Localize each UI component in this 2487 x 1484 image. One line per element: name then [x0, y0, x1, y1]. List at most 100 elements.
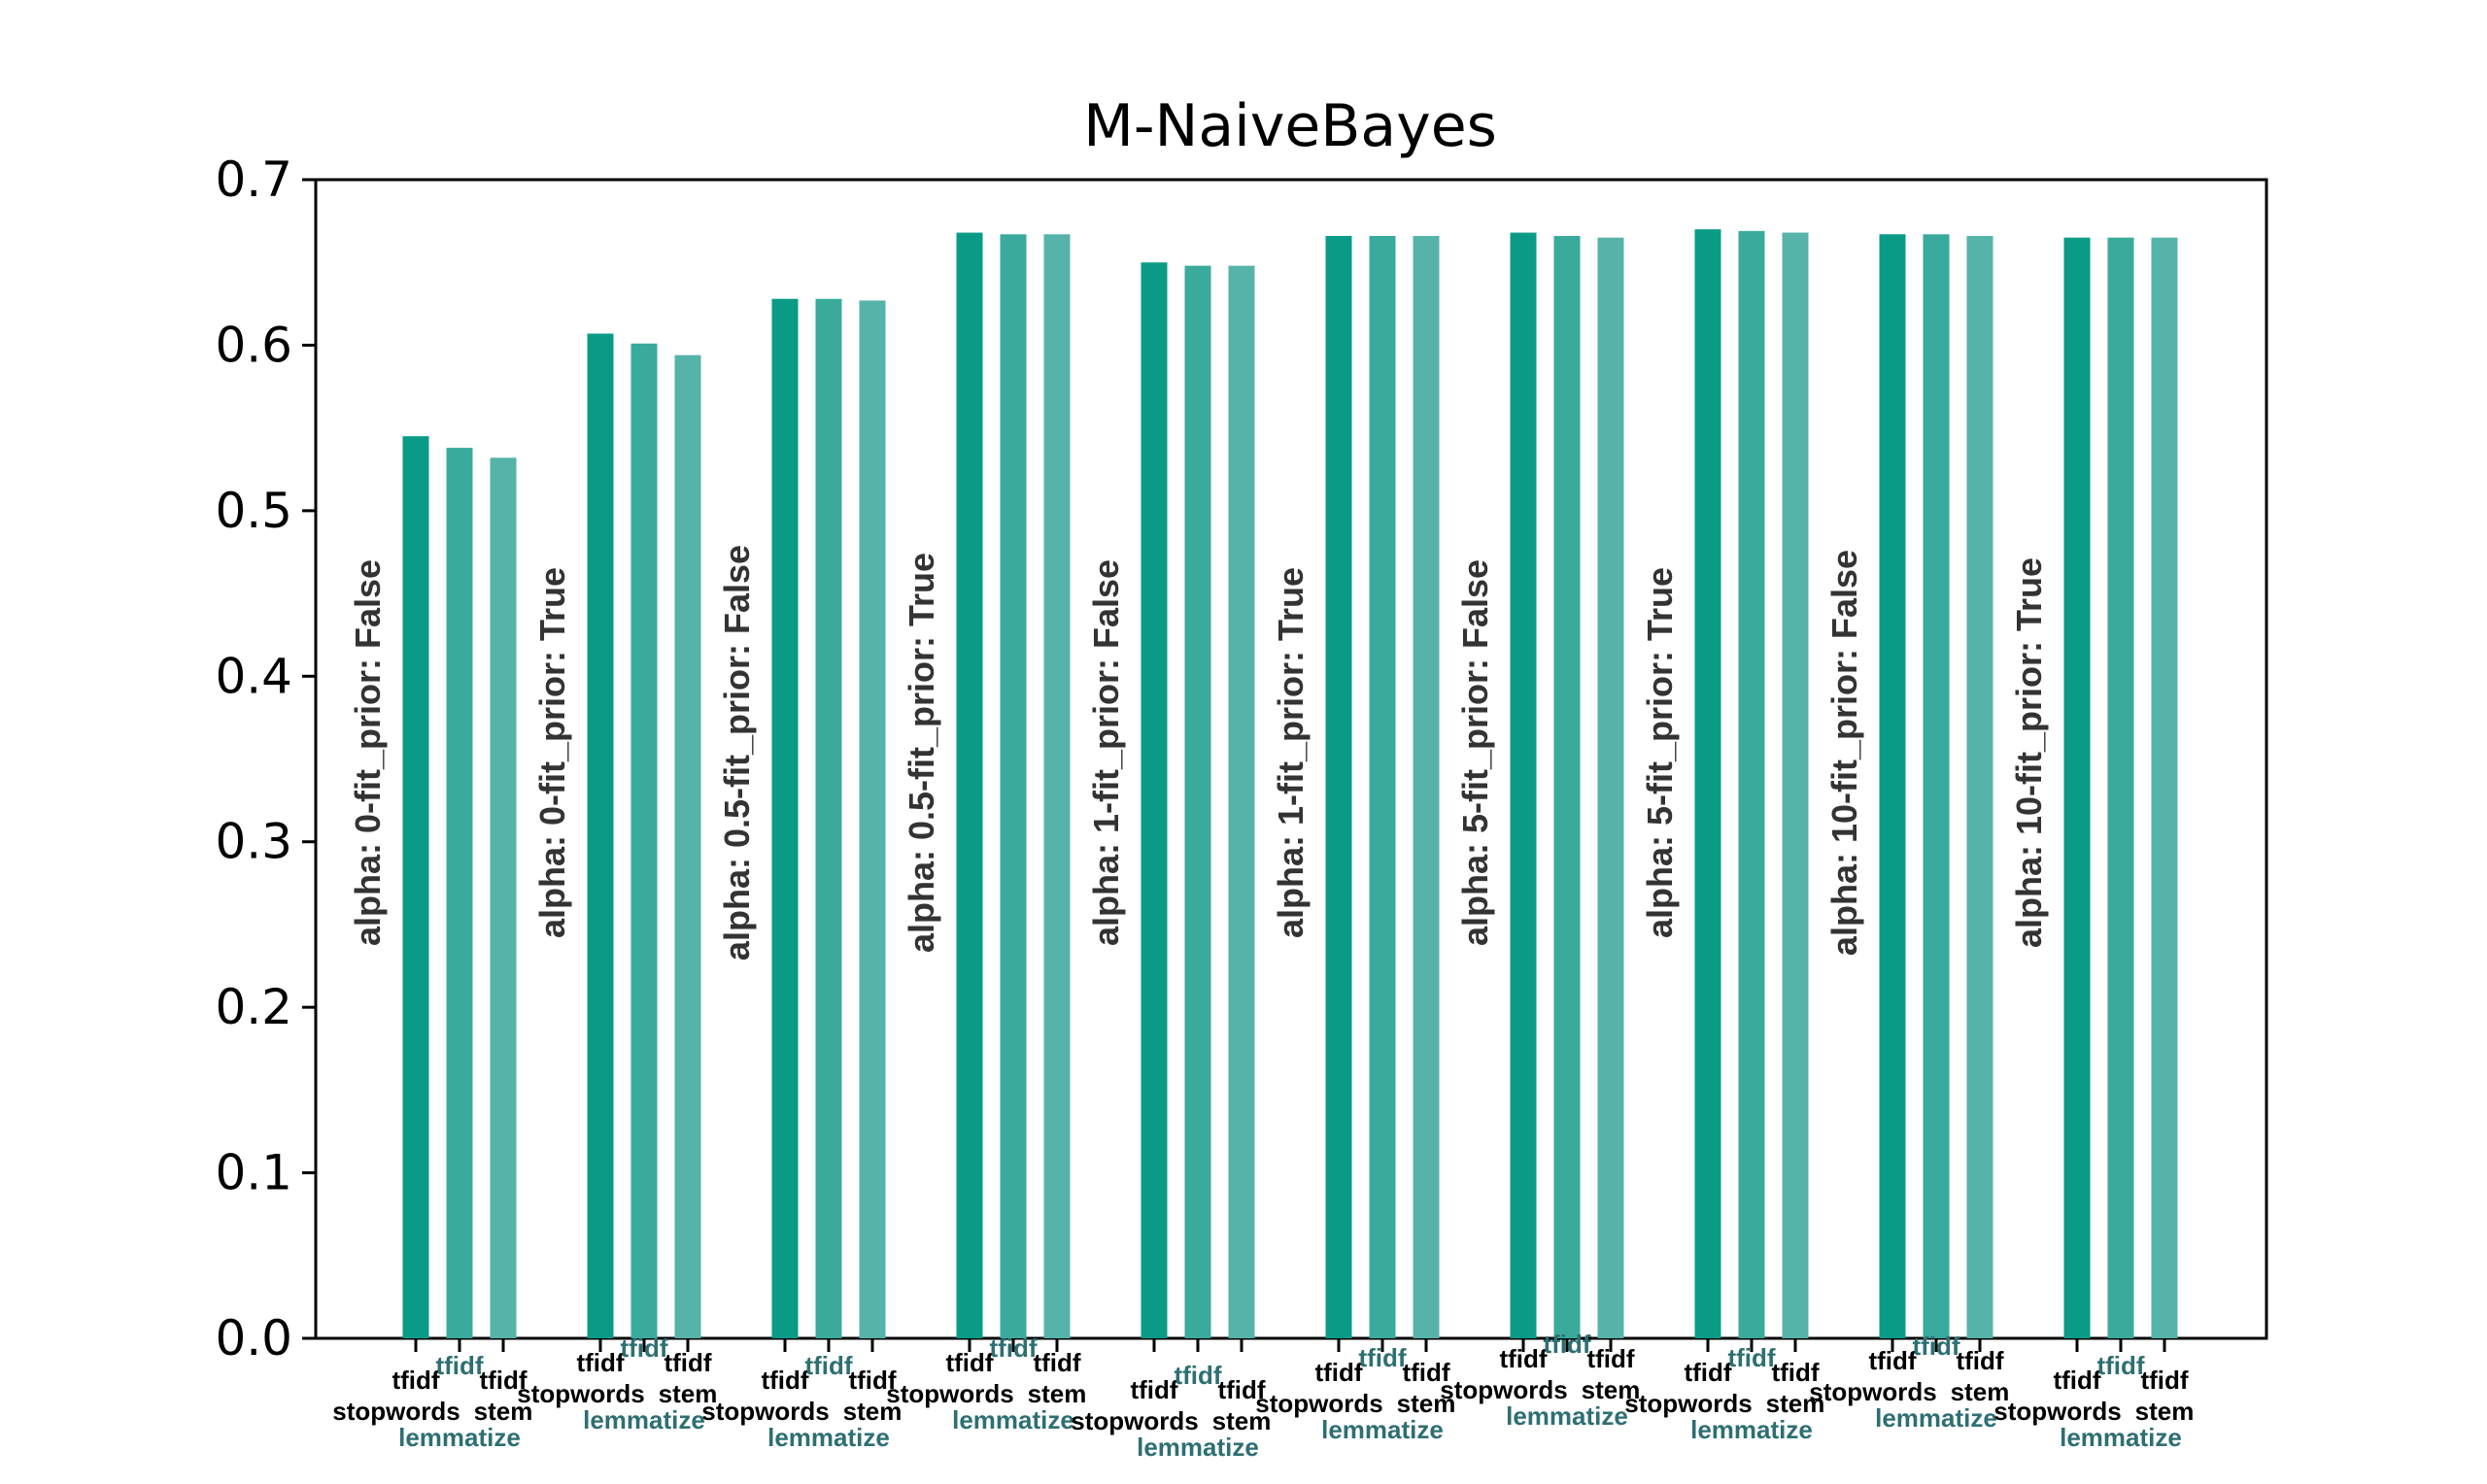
- bar: [1553, 235, 1581, 1339]
- bar: [1694, 229, 1721, 1339]
- x-tick-label: lemmatize: [1321, 1415, 1444, 1444]
- x-tick-label: tfidf: [576, 1348, 624, 1377]
- x-tick-label: stopwords: [1993, 1397, 2121, 1426]
- bar: [446, 448, 473, 1338]
- x-tick-label: tfidf: [1314, 1358, 1362, 1387]
- bar: [859, 300, 886, 1339]
- x-tick-label: tfidf: [1402, 1358, 1449, 1387]
- bar: [815, 298, 842, 1339]
- bar: [490, 457, 517, 1338]
- x-tick-label: tfidf: [479, 1366, 527, 1395]
- y-tick-label: 0.6: [215, 317, 292, 373]
- bar: [1141, 262, 1168, 1338]
- x-tick-label: tfidf: [1130, 1375, 1177, 1404]
- x-tick-label: stem: [843, 1397, 903, 1426]
- x-tick-label: tfidf: [1912, 1332, 1959, 1361]
- x-tick-label: stopwords: [517, 1379, 644, 1408]
- group-label: alpha: 1-fit_prior: False: [1086, 559, 1126, 946]
- bar: [771, 298, 799, 1339]
- bar: [2151, 237, 2178, 1338]
- x-tick-label: stopwords: [701, 1397, 829, 1426]
- bar: [1510, 232, 1537, 1339]
- x-tick-label: tfidf: [435, 1351, 483, 1380]
- bar: [630, 343, 658, 1339]
- x-tick-label: lemmatize: [2060, 1423, 2182, 1452]
- x-tick-label: tfidf: [1217, 1375, 1265, 1404]
- y-tick-label: 0.5: [215, 483, 292, 539]
- x-tick-label: tfidf: [804, 1351, 852, 1380]
- x-tick-label: stopwords: [1440, 1375, 1567, 1404]
- x-tick-label: lemmatize: [1875, 1403, 1997, 1433]
- bar: [1879, 234, 1906, 1338]
- x-tick-label: stem: [1397, 1389, 1456, 1418]
- bar: [1413, 235, 1440, 1339]
- y-tick-label: 0.4: [215, 648, 292, 704]
- x-tick-label: tfidf: [1358, 1343, 1406, 1372]
- x-tick-label: tfidf: [1684, 1358, 1731, 1387]
- bar: [1966, 235, 1993, 1339]
- x-tick-label: lemmatize: [1137, 1433, 1259, 1462]
- x-tick-label: stem: [474, 1397, 533, 1426]
- chart-title: M-NaiveBayes: [1083, 92, 1497, 160]
- bar: [1043, 234, 1071, 1338]
- x-tick-label: tfidf: [761, 1366, 808, 1395]
- x-tick-label: stopwords: [332, 1397, 460, 1426]
- group-label: alpha: 0.5-fit_prior: True: [902, 553, 941, 953]
- x-tick-label: tfidf: [1771, 1358, 1819, 1387]
- bar: [1228, 265, 1255, 1339]
- y-tick-label: 0.3: [215, 814, 292, 870]
- bar: [1923, 234, 1950, 1338]
- group-label: alpha: 0-fit_prior: False: [348, 559, 388, 946]
- x-tick-label: stopwords: [1071, 1406, 1198, 1435]
- bar: [2063, 237, 2091, 1338]
- x-tick-label: lemmatize: [1506, 1401, 1628, 1431]
- group-label: alpha: 10-fit_prior: False: [1824, 550, 1864, 956]
- group-label: alpha: 1-fit_prior: True: [1271, 567, 1311, 938]
- x-tick-label: lemmatize: [767, 1423, 890, 1452]
- x-tick-label: tfidf: [1586, 1344, 1634, 1373]
- x-tick-label: tfidf: [1868, 1346, 1916, 1375]
- bar: [1738, 230, 1765, 1338]
- x-tick-label: lemmatize: [398, 1423, 521, 1452]
- group-label: alpha: 0-fit_prior: True: [532, 567, 572, 938]
- bar: [1184, 265, 1211, 1339]
- x-tick-label: tfidf: [848, 1366, 896, 1395]
- bar: [1597, 237, 1624, 1338]
- x-tick-label: tfidf: [1956, 1346, 2003, 1375]
- group-label: alpha: 10-fit_prior: True: [2009, 557, 2049, 948]
- group-label: alpha: 0.5-fit_prior: False: [717, 545, 757, 961]
- x-tick-label: tfidf: [2140, 1366, 2188, 1395]
- x-tick-label: tfidf: [1033, 1348, 1080, 1377]
- y-tick-label: 0.2: [215, 979, 292, 1035]
- group-label: alpha: 5-fit_prior: True: [1640, 567, 1680, 938]
- bar: [1369, 235, 1396, 1339]
- x-tick-label: tfidf: [1727, 1343, 1775, 1372]
- x-tick-label: tfidf: [2096, 1351, 2144, 1380]
- x-tick-label: stem: [2135, 1397, 2195, 1426]
- bar: [587, 333, 614, 1339]
- x-tick-label: tfidf: [2053, 1366, 2100, 1395]
- x-tick-label: stem: [1582, 1375, 1641, 1404]
- y-tick-label: 0.1: [215, 1145, 292, 1201]
- bar: [1782, 232, 1809, 1339]
- bar: [956, 232, 983, 1339]
- x-tick-label: tfidf: [664, 1348, 711, 1377]
- x-tick-label: tfidf: [989, 1333, 1037, 1363]
- x-tick-label: stem: [1766, 1389, 1825, 1418]
- x-tick-label: stem: [1951, 1377, 2010, 1406]
- x-tick-label: stopwords: [1809, 1377, 1936, 1406]
- x-tick-label: stopwords: [886, 1379, 1013, 1408]
- bar: [2107, 237, 2134, 1338]
- x-tick-label: tfidf: [392, 1366, 439, 1395]
- bar: [1000, 234, 1027, 1338]
- x-tick-label: stem: [1212, 1406, 1272, 1435]
- y-tick-label: 0.7: [215, 152, 292, 208]
- x-tick-label: stem: [659, 1379, 718, 1408]
- x-tick-label: tfidf: [1499, 1344, 1547, 1373]
- x-tick-label: tfidf: [620, 1333, 667, 1363]
- plot-frame: [314, 178, 2268, 1340]
- bar: [1325, 235, 1352, 1339]
- bar: [674, 354, 701, 1338]
